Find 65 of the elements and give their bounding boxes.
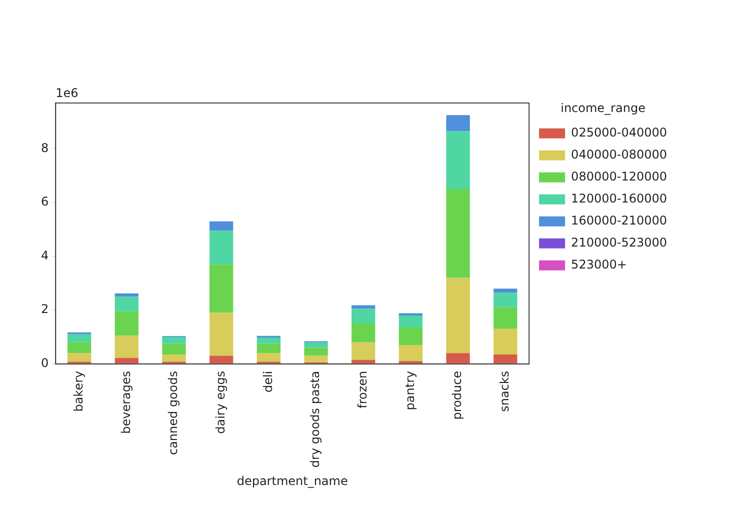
bar xyxy=(209,221,234,231)
bar xyxy=(352,324,376,342)
bar xyxy=(494,307,518,329)
x-tick-label: dry goods pasta xyxy=(308,370,322,468)
bar xyxy=(209,230,234,264)
bar xyxy=(162,344,186,354)
x-tick-label: snacks xyxy=(498,370,512,412)
bar xyxy=(114,296,138,312)
bar xyxy=(446,115,470,132)
y-tick-label: 6 xyxy=(40,194,49,209)
legend-label: 160000-210000 xyxy=(571,214,668,228)
bar xyxy=(114,358,138,364)
bar xyxy=(446,189,470,278)
legend-label: 040000-080000 xyxy=(571,148,668,162)
bar xyxy=(67,353,92,362)
legend-label: 080000-120000 xyxy=(571,170,668,184)
bar xyxy=(209,264,234,313)
bar xyxy=(494,354,518,364)
x-tick-label: frozen xyxy=(355,370,370,408)
x-tick-label: dairy eggs xyxy=(213,370,228,434)
bar xyxy=(67,334,92,342)
x-tick-label: produce xyxy=(450,370,464,420)
bar xyxy=(352,342,376,360)
legend-label: 523000+ xyxy=(571,258,627,272)
bar xyxy=(352,308,376,324)
bar xyxy=(304,342,328,348)
bar xyxy=(494,292,518,308)
bar xyxy=(256,338,281,344)
bar xyxy=(494,328,518,354)
bar xyxy=(256,353,281,362)
x-tick-label: canned goods xyxy=(166,370,180,456)
bar xyxy=(304,348,328,356)
bar xyxy=(398,315,423,328)
bar xyxy=(494,288,518,293)
bar xyxy=(114,293,138,297)
text: 1e6 xyxy=(56,86,78,100)
bar xyxy=(162,354,186,362)
bar xyxy=(352,305,376,309)
x-axis-title: department_name xyxy=(236,474,348,488)
bar xyxy=(209,356,234,364)
bar xyxy=(446,131,470,190)
legend-title: income_range xyxy=(560,101,646,116)
x-tick-label: pantry xyxy=(402,370,417,410)
x-tick-label: deli xyxy=(260,370,275,393)
bar xyxy=(114,311,138,336)
legend-label: 025000-040000 xyxy=(571,126,668,140)
bar xyxy=(352,360,376,364)
legend-label: 120000-160000 xyxy=(571,192,668,206)
bar xyxy=(209,312,234,356)
bar xyxy=(446,353,470,364)
bar xyxy=(398,328,423,346)
bar xyxy=(114,336,138,358)
x-tick-label: bakery xyxy=(71,370,86,412)
y-tick-label: 4 xyxy=(40,248,49,262)
x-tick-label: beverages xyxy=(118,370,133,434)
y-tick-label: 0 xyxy=(40,356,49,370)
bar xyxy=(256,344,281,354)
bar xyxy=(162,336,186,344)
y-tick-label: 8 xyxy=(40,140,49,155)
bar xyxy=(67,342,92,354)
bar xyxy=(446,278,470,354)
bar xyxy=(398,345,423,362)
bar xyxy=(304,356,328,363)
y-tick-label: 2 xyxy=(40,302,49,316)
legend-label: 210000-523000 xyxy=(571,236,668,250)
